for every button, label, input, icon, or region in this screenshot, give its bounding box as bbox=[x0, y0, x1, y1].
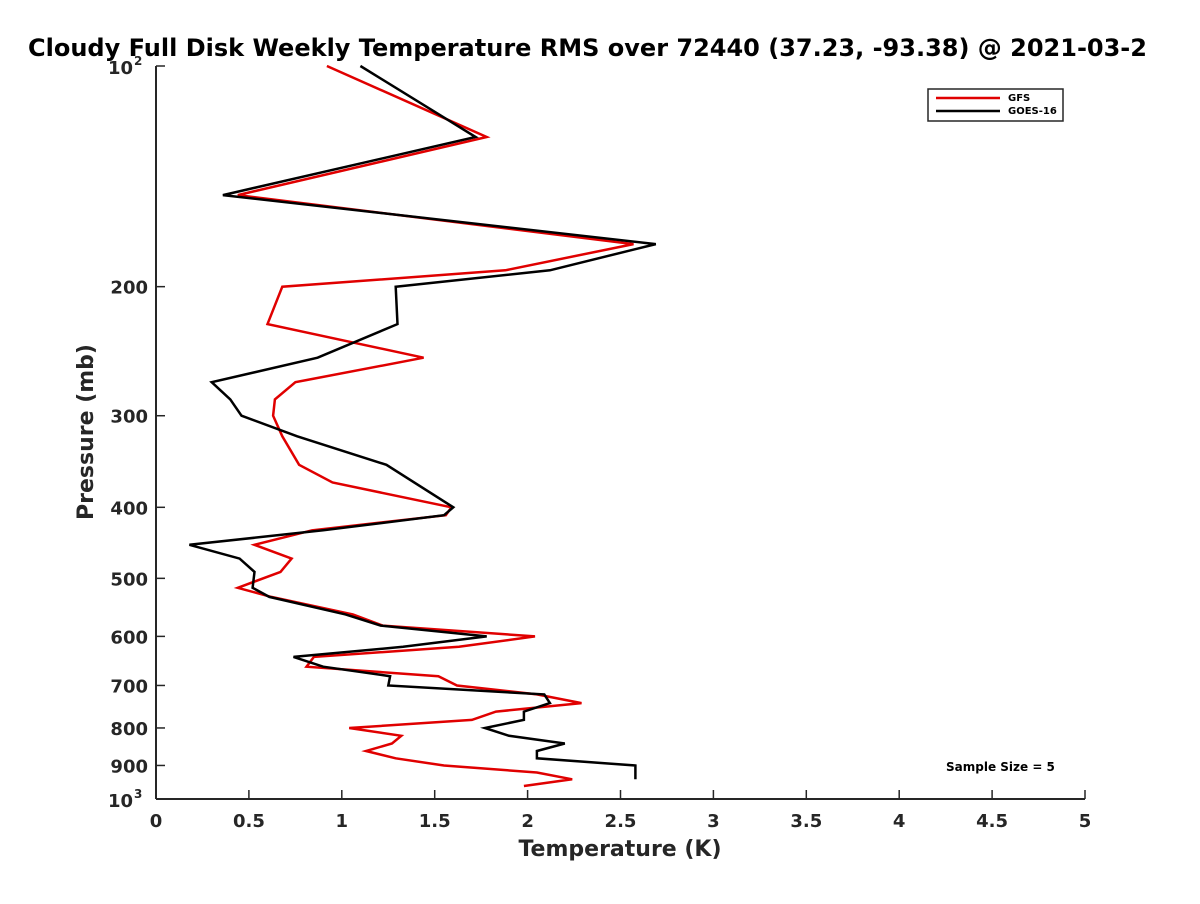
series-layer bbox=[189, 64, 657, 788]
y-tick-label: 800 bbox=[110, 719, 148, 740]
legend-box bbox=[927, 88, 1064, 122]
x-axis-label: Temperature (K) bbox=[518, 837, 721, 862]
y-tick-label: 10 bbox=[108, 791, 133, 812]
y-tick-label: 200 bbox=[110, 278, 148, 299]
chart-title: Cloudy Full Disk Weekly Temperature RMS … bbox=[28, 34, 1147, 62]
x-tick-label: 3.5 bbox=[790, 811, 822, 832]
series-line-goes16 bbox=[189, 64, 657, 780]
x-tick-label: 1.5 bbox=[419, 811, 451, 832]
legend: GFS GOES-16 bbox=[927, 88, 1064, 122]
x-tick-label: 3 bbox=[707, 811, 720, 832]
y-axis-label: Pressure (mb) bbox=[74, 344, 99, 520]
y-tick-label: 400 bbox=[110, 498, 148, 519]
x-tick-label: 2.5 bbox=[605, 811, 637, 832]
y-tick-exponent: 3 bbox=[134, 787, 142, 801]
x-tick-label: 5 bbox=[1079, 811, 1092, 832]
x-tick-label: 0.5 bbox=[233, 811, 265, 832]
legend-label-goes16: GOES-16 bbox=[1008, 106, 1057, 117]
x-tick-label: 2 bbox=[521, 811, 534, 832]
y-tick-label: 10 bbox=[108, 58, 133, 79]
x-tick-label: 0 bbox=[150, 811, 163, 832]
x-tick-label: 1 bbox=[336, 811, 349, 832]
x-tick-label: 4 bbox=[893, 811, 906, 832]
x-tick-label: 4.5 bbox=[976, 811, 1008, 832]
x-ticks: 0 0.5 1 1.5 2 2.5 3 3.5 4 4.5 5 bbox=[150, 790, 1092, 832]
y-tick-label: 300 bbox=[110, 407, 148, 428]
y-tick-label: 900 bbox=[110, 756, 148, 777]
y-tick-exponent: 2 bbox=[134, 54, 142, 68]
y-tick-label: 600 bbox=[110, 627, 148, 648]
sample-size-annotation: Sample Size = 5 bbox=[946, 760, 1055, 774]
y-tick-label: 700 bbox=[110, 676, 148, 697]
legend-label-gfs: GFS bbox=[1008, 93, 1030, 104]
y-tick-label: 500 bbox=[110, 569, 148, 590]
